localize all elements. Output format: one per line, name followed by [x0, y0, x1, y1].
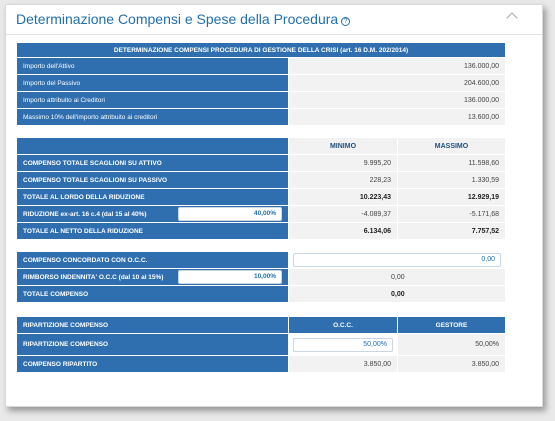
importi-section: DETERMINAZIONE COMPENSI PROCEDURA DI GES… [16, 42, 506, 126]
row-label: RIMBORSO INDENNITA' O.C.C (dal 10 al 15%… [23, 273, 164, 281]
minimo-value: 6.134,06 [288, 222, 398, 240]
occ-percent-input[interactable]: 50,00% [293, 337, 393, 352]
column-header-gestore: GESTORE [397, 316, 506, 334]
rimborso-value: 0,00 [288, 268, 506, 286]
row-label: TOTALE COMPENSO [16, 285, 289, 303]
riduzione-cell: RIDUZIONE ex-art. 16 c.4 (dal 15 al 40%)… [16, 205, 289, 223]
table-row: COMPENSO TOTALE SCAGLIONI SU PASSIVO 228… [16, 171, 506, 189]
rimborso-cell: RIMBORSO INDENNITA' O.C.C (dal 10 al 15%… [16, 268, 289, 286]
page-title-text: Determinazione Compensi e Spese della Pr… [16, 11, 339, 27]
row-label: RIDUZIONE ex-art. 16 c.4 (dal 15 al 40%) [23, 210, 147, 218]
occ-input-cell: 50,00% [288, 333, 398, 356]
scaglioni-section: MINIMO MASSIMO COMPENSO TOTALE SCAGLIONI… [16, 137, 506, 240]
compenso-occ-section: COMPENSO CONCORDATO CON O.C.C. 0,00 RIMB… [16, 251, 506, 303]
page-title: Determinazione Compensi e Spese della Pr… [16, 11, 351, 27]
help-icon[interactable]: ? [341, 17, 351, 26]
row-label: Importo del Passivo [16, 74, 289, 92]
blank-header [16, 137, 289, 155]
row-value: 204.600,00 [288, 74, 506, 92]
massimo-value: 12.929,19 [397, 188, 506, 206]
totale-compenso-value: 0,00 [288, 285, 506, 303]
table-row: RIDUZIONE ex-art. 16 c.4 (dal 15 al 40%)… [16, 205, 506, 223]
massimo-value: -5.171,68 [397, 205, 506, 223]
row-label: COMPENSO RIPARTITO [16, 355, 289, 373]
table-row: RIMBORSO INDENNITA' O.C.C (dal 10 al 15%… [16, 268, 506, 286]
row-label: COMPENSO TOTALE SCAGLIONI SU ATTIVO [16, 154, 289, 172]
massimo-value: 7.757,52 [397, 222, 506, 240]
row-label: RIPARTIZIONE COMPENSO [16, 333, 289, 356]
card-header: Determinazione Compensi e Spese della Pr… [6, 5, 542, 35]
table-row: Importo dell'Attivo 136.000,00 [16, 57, 506, 75]
row-value: 136.000,00 [288, 57, 506, 75]
column-header-occ: O.C.C. [288, 316, 398, 334]
minimo-value: -4.089,37 [288, 205, 398, 223]
row-label: COMPENSO TOTALE SCAGLIONI SU PASSIVO [16, 171, 289, 189]
column-header-massimo: MASSIMO [397, 137, 506, 155]
table-row: COMPENSO CONCORDATO CON O.C.C. 0,00 [16, 251, 506, 269]
compenso-concordato-input[interactable]: 0,00 [293, 253, 501, 267]
gestore-value: 50,00% [397, 333, 506, 356]
table-row: Importo del Passivo 204.600,00 [16, 74, 506, 92]
column-header-minimo: MINIMO [288, 137, 398, 155]
gestore-value: 3.850,00 [397, 355, 506, 373]
row-label: Importo attribuito ai Creditori [16, 91, 289, 109]
table-row: Importo attribuito ai Creditori 136.000,… [16, 91, 506, 109]
row-label: Massimo 10% dell'importo attribuito ai c… [16, 108, 289, 126]
row-value: 136.000,00 [288, 91, 506, 109]
row-label: Importo dell'Attivo [16, 57, 289, 75]
ripartizione-section: RIPARTIZIONE COMPENSO O.C.C. GESTORE RIP… [16, 316, 506, 373]
table-row: RIPARTIZIONE COMPENSO 50,00% 50,00% [16, 333, 506, 356]
importi-heading: DETERMINAZIONE COMPENSI PROCEDURA DI GES… [16, 42, 506, 58]
minimo-value: 10.223,43 [288, 188, 398, 206]
compenso-concordato-cell: 0,00 [288, 251, 506, 269]
table-row: Massimo 10% dell'importo attribuito ai c… [16, 108, 506, 126]
ripartizione-heading: RIPARTIZIONE COMPENSO [16, 316, 289, 334]
row-value: 13.600,00 [288, 108, 506, 126]
riduzione-percent-input[interactable]: 40,00% [178, 207, 282, 221]
minimo-value: 228,23 [288, 171, 398, 189]
table-row: TOTALE AL NETTO DELLA RIDUZIONE 6.134,06… [16, 222, 506, 240]
compensi-card: Determinazione Compensi e Spese della Pr… [5, 4, 543, 407]
rimborso-percent-input[interactable]: 10,00% [178, 270, 282, 284]
row-label: TOTALE AL LORDO DELLA RIDUZIONE [16, 188, 289, 206]
table-row: TOTALE COMPENSO 0,00 [16, 285, 506, 303]
massimo-value: 11.598,60 [397, 154, 506, 172]
table-row: COMPENSO TOTALE SCAGLIONI SU ATTIVO 9.99… [16, 154, 506, 172]
minimo-value: 9.995,20 [288, 154, 398, 172]
occ-value: 3.850,00 [288, 355, 398, 373]
row-label: TOTALE AL NETTO DELLA RIDUZIONE [16, 222, 289, 240]
table-row: COMPENSO RIPARTITO 3.850,00 3.850,00 [16, 355, 506, 373]
table-row: TOTALE AL LORDO DELLA RIDUZIONE 10.223,4… [16, 188, 506, 206]
massimo-value: 1.330,59 [397, 171, 506, 189]
row-label: COMPENSO CONCORDATO CON O.C.C. [16, 251, 289, 269]
chevron-up-icon[interactable] [506, 12, 518, 24]
